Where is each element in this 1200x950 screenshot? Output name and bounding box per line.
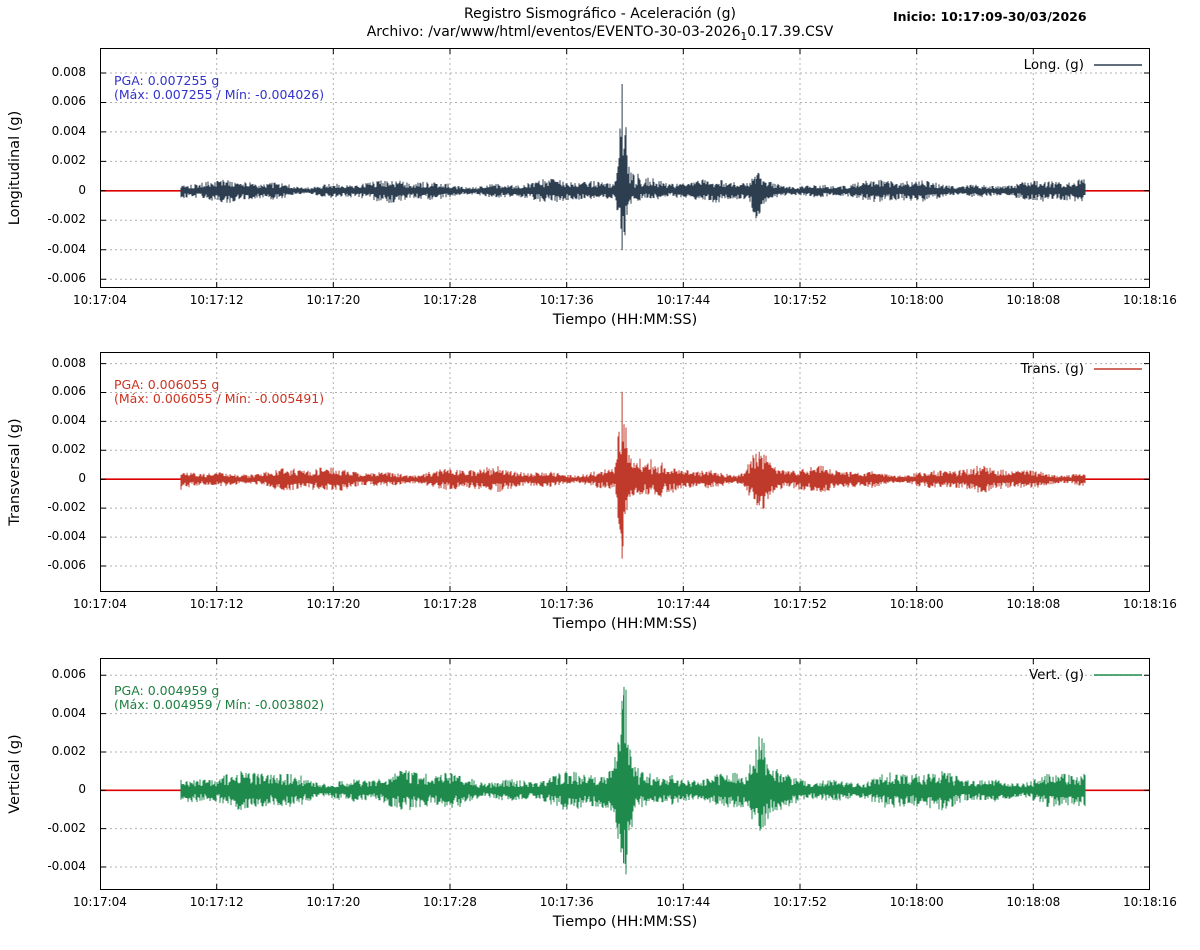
- waveform-longitudinal: [100, 48, 1150, 288]
- x-tick-label: 10:18:08: [1006, 895, 1061, 909]
- y-tick-label: 0.004: [51, 705, 86, 720]
- x-tick-label: 10:17:04: [73, 293, 127, 307]
- x-tick-label: 10:17:52: [773, 597, 827, 611]
- file-path-line: Archivo: /var/www/html/eventos/EVENTO-30…: [0, 24, 1200, 43]
- legend-line-sample: [1094, 368, 1142, 370]
- file-path-prefix: Archivo: /var/www/html/eventos/EVENTO-30…: [366, 24, 741, 40]
- legend-label: Trans. (g): [1020, 361, 1084, 377]
- y-tick-label: 0.004: [51, 413, 86, 428]
- x-axis-title-transversal: Tiempo (HH:MM:SS): [552, 616, 698, 632]
- x-axis-title-vertical: Tiempo (HH:MM:SS): [552, 914, 698, 930]
- pga-minmax: (Máx: 0.007255 / Mín: -0.004026): [114, 87, 325, 102]
- waveform-transversal: [100, 352, 1150, 592]
- y-tick-label: 0: [78, 782, 86, 797]
- x-tick-label: 10:17:44: [656, 293, 711, 307]
- x-tick-label: 10:18:16: [1123, 895, 1177, 909]
- y-tick-label: 0.008: [51, 355, 86, 370]
- y-tick-label: 0.004: [51, 123, 86, 138]
- legend-longitudinal: Long. (g): [1024, 57, 1144, 73]
- plot-area-longitudinal: PGA: 0.007255 g (Máx: 0.007255 / Mín: -0…: [100, 48, 1150, 288]
- y-tick-labels-longitudinal: 0.008 0.006 0.004 0.002 0 -0.002 -0.004 -0.006: [0, 48, 93, 288]
- x-tick-label: 10:17:36: [539, 597, 594, 611]
- x-tick-label: 10:17:36: [539, 895, 594, 909]
- legend-transversal: Trans. (g): [1021, 361, 1144, 377]
- x-tick-label: 10:17:12: [189, 293, 244, 307]
- legend-vertical: Vert. (g): [1029, 667, 1144, 683]
- y-tick-labels-transversal: 0.008 0.006 0.004 0.002 0 -0.002 -0.004 -0.006: [0, 352, 93, 592]
- y-tick-labels-vertical: 0.006 0.004 0.002 0 -0.002 -0.004: [0, 658, 93, 890]
- y-tick-label: -0.006: [47, 271, 86, 286]
- x-tick-label: 10:18:16: [1123, 293, 1177, 307]
- x-tick-label: 10:18:08: [1006, 293, 1061, 307]
- x-tick-label: 10:17:04: [73, 597, 127, 611]
- x-tick-label: 10:17:28: [423, 597, 477, 611]
- pga-value: PGA: 0.007255 g: [114, 73, 220, 88]
- pga-value: PGA: 0.004959 g: [114, 683, 220, 698]
- y-tick-label: 0.006: [51, 384, 86, 399]
- y-tick-label: -0.002: [47, 212, 86, 227]
- plot-area-vertical: PGA: 0.004959 g (Máx: 0.004959 / Mín: -0…: [100, 658, 1150, 890]
- legend-label: Long. (g): [1023, 57, 1084, 73]
- y-tick-label: 0.002: [51, 442, 86, 457]
- x-tick-label: 10:18:00: [889, 597, 944, 611]
- y-tick-label: -0.006: [47, 557, 86, 572]
- x-axis-title-longitudinal: Tiempo (HH:MM:SS): [552, 312, 698, 328]
- x-tick-label: 10:17:28: [423, 895, 477, 909]
- x-tick-label: 10:17:20: [306, 895, 361, 909]
- start-time-label: Inicio: 10:17:09-30/03/2026: [893, 9, 1087, 24]
- x-tick-label: 10:17:52: [773, 895, 827, 909]
- x-tick-label: 10:17:44: [656, 597, 711, 611]
- file-path-suffix: 0.17.39.CSV: [747, 24, 834, 40]
- plot-area-transversal: PGA: 0.006055 g (Máx: 0.006055 / Mín: -0…: [100, 352, 1150, 592]
- pga-minmax: (Máx: 0.004959 / Mín: -0.003802): [114, 697, 325, 712]
- pga-annotation-vertical: PGA: 0.004959 g (Máx: 0.004959 / Mín: -0…: [114, 684, 324, 712]
- x-tick-label: 10:17:12: [189, 597, 244, 611]
- x-tick-label: 10:17:12: [189, 895, 244, 909]
- y-tick-label: 0.006: [51, 94, 86, 109]
- pga-value: PGA: 0.006055 g: [114, 377, 220, 392]
- y-tick-label: -0.002: [47, 500, 86, 515]
- legend-line-sample: [1094, 674, 1142, 676]
- y-tick-label: 0.002: [51, 153, 86, 168]
- waveform-vertical: [100, 658, 1150, 890]
- x-tick-label: 10:17:20: [306, 293, 361, 307]
- y-tick-label: -0.004: [47, 529, 86, 544]
- x-tick-label: 10:18:00: [889, 293, 944, 307]
- x-tick-label: 10:18:08: [1006, 597, 1061, 611]
- x-tick-label: 10:18:16: [1123, 597, 1177, 611]
- pga-minmax: (Máx: 0.006055 / Mín: -0.005491): [114, 391, 325, 406]
- y-tick-label: 0.008: [51, 65, 86, 80]
- y-tick-label: 0: [78, 471, 86, 486]
- x-tick-label: 10:17:36: [539, 293, 594, 307]
- legend-line-sample: [1094, 64, 1142, 66]
- x-tick-label: 10:17:20: [306, 597, 361, 611]
- file-path-subscript: 1: [740, 31, 748, 43]
- legend-label: Vert. (g): [1028, 667, 1084, 683]
- pga-annotation-longitudinal: PGA: 0.007255 g (Máx: 0.007255 / Mín: -0…: [114, 74, 324, 102]
- y-tick-label: -0.004: [47, 858, 86, 873]
- page-title: Registro Sismográfico - Aceleración (g): [463, 6, 737, 22]
- x-tick-label: 10:17:52: [773, 293, 827, 307]
- x-tick-label: 10:17:28: [423, 293, 477, 307]
- x-tick-label: 10:18:00: [889, 895, 944, 909]
- x-tick-label: 10:17:44: [656, 895, 711, 909]
- y-tick-label: -0.002: [47, 820, 86, 835]
- pga-annotation-transversal: PGA: 0.006055 g (Máx: 0.006055 / Mín: -0…: [114, 378, 324, 406]
- y-tick-label: 0.002: [51, 743, 86, 758]
- y-tick-label: 0: [78, 182, 86, 197]
- x-tick-label: 10:17:04: [73, 895, 127, 909]
- y-tick-label: 0.006: [51, 667, 86, 682]
- y-tick-label: -0.004: [47, 241, 86, 256]
